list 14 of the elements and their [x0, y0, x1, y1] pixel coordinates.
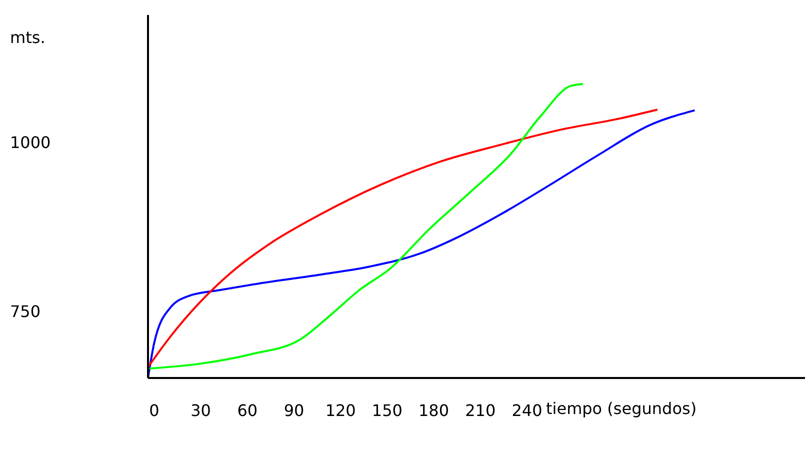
x-axis-title: tiempo (segundos) [546, 399, 697, 418]
x-tick-label: 180 [418, 401, 450, 420]
y-tick-label: 750 [10, 302, 41, 322]
x-tick-label: 210 [465, 401, 496, 420]
x-tick-label: 60 [237, 401, 258, 420]
x-tick-label: 240 [512, 401, 542, 420]
y-tick-label: 1000 [10, 133, 51, 152]
x-tick-label: 120 [325, 401, 356, 420]
x-tick-label: 30 [190, 401, 211, 420]
x-tick-label: 150 [372, 401, 402, 420]
y-axis-title: mts. [10, 28, 46, 47]
x-tick-label: 0 [149, 401, 160, 420]
x-tick-label: 90 [284, 401, 304, 420]
line-series [148, 82, 584, 370]
